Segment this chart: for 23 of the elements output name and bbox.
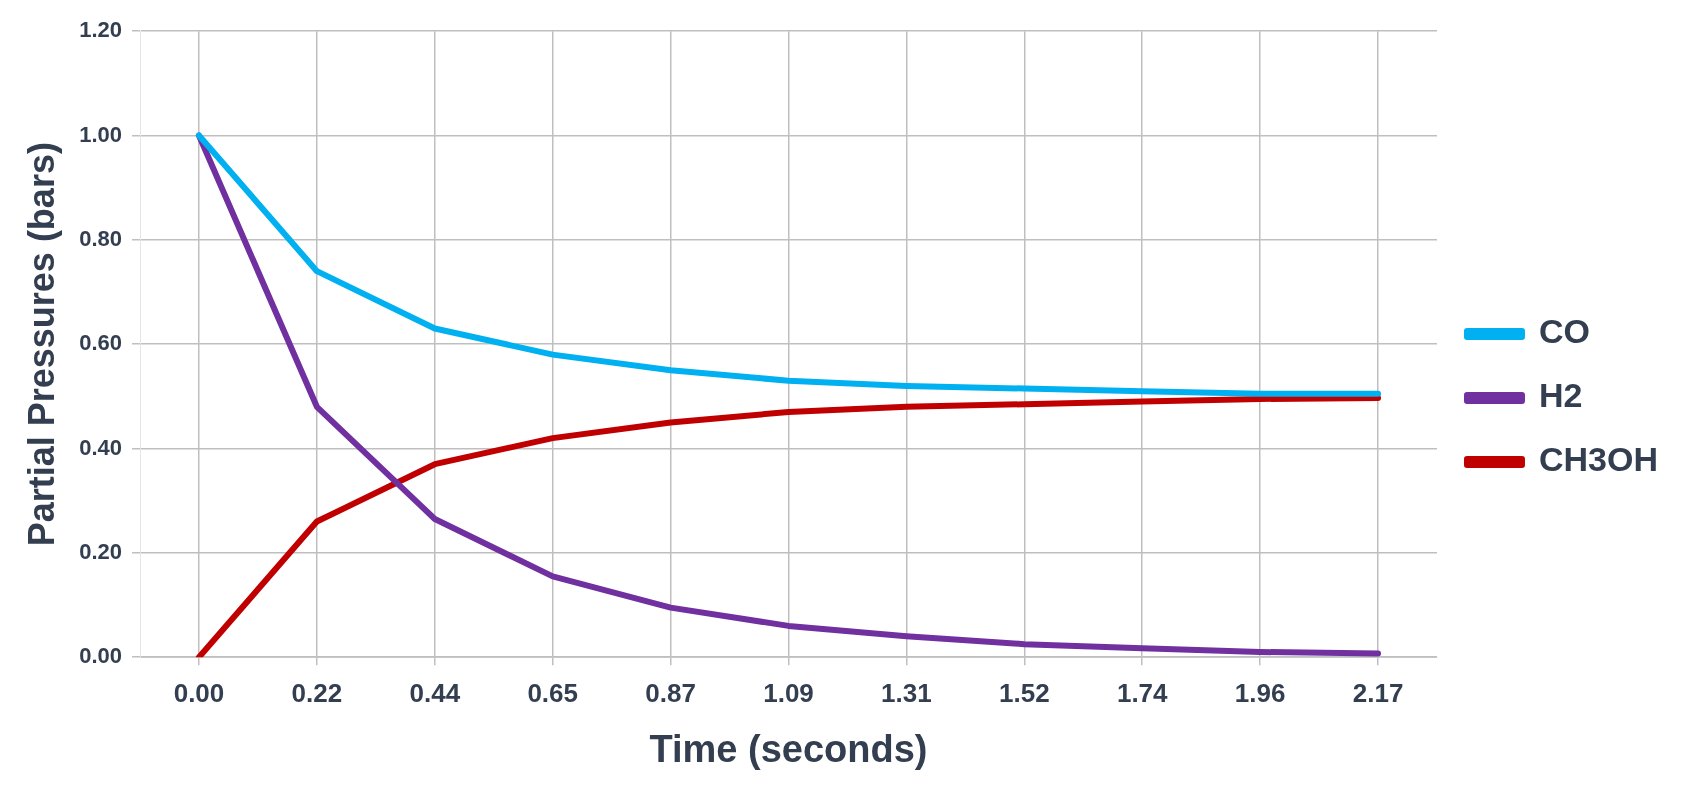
- x-tick-label: 1.74: [1116, 677, 1169, 708]
- y-tick-label: 1.00: [79, 121, 123, 147]
- y-tick-label: 0.60: [79, 330, 123, 356]
- x-tick-label: 2.17: [1352, 677, 1404, 708]
- legend-label: CO: [1538, 312, 1590, 351]
- x-tick-label: 1.09: [763, 677, 814, 708]
- legend-label: CH3OH: [1538, 440, 1659, 479]
- y-axis-title: Partial Pressures (bars): [20, 142, 62, 547]
- x-tick-label: 1.52: [999, 677, 1050, 708]
- x-tick-label: 0.22: [291, 677, 343, 708]
- y-tick-label: 0.20: [79, 538, 123, 564]
- y-tick-label: 0.40: [79, 434, 123, 460]
- x-axis-title: Time (seconds): [649, 727, 928, 770]
- x-tick-label: 0.65: [527, 677, 578, 708]
- x-tick-label: 1.96: [1234, 677, 1286, 708]
- y-tick-label: 0.00: [79, 643, 123, 669]
- x-tick-label: 0.87: [645, 677, 696, 708]
- x-tick-label: 0.00: [173, 677, 225, 708]
- legend-label: H2: [1538, 376, 1583, 415]
- x-tick-label: 1.31: [881, 677, 932, 708]
- x-tick-label: 0.44: [409, 677, 461, 708]
- y-tick-label: 1.20: [79, 17, 123, 43]
- y-tick-label: 0.80: [79, 225, 123, 251]
